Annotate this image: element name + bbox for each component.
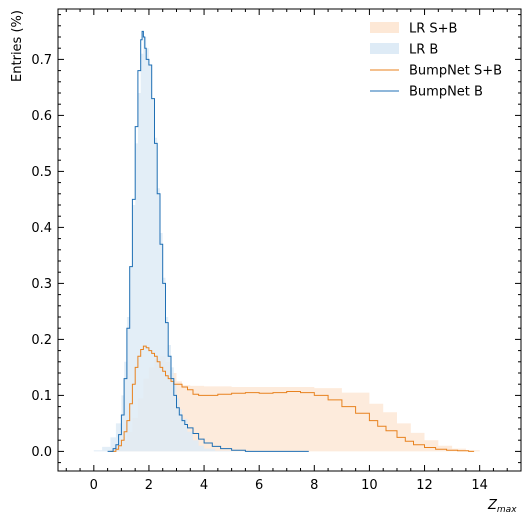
y-tick-label: 0.5 — [31, 165, 52, 180]
legend-label: LR S+B — [409, 22, 457, 37]
x-axis-label: Zmax — [487, 498, 517, 515]
legend-label: LR B — [409, 43, 438, 58]
legend-label: BumpNet S+B — [409, 64, 502, 79]
legend-swatch — [370, 43, 399, 54]
legend-item-lr-b: LR B — [370, 43, 438, 58]
x-tick-label: 10 — [361, 478, 378, 493]
x-tick-label: 14 — [471, 478, 488, 493]
x-axis-label-main: Z — [487, 498, 498, 513]
y-tick-label: 0.6 — [31, 109, 52, 124]
legend-item-bumpnet-s-b: BumpNet S+B — [370, 64, 502, 79]
series-bumpnet-s-b — [110, 345, 475, 452]
series-bumpnet-s-b-line — [110, 345, 475, 452]
legend: LR S+B LR B BumpNet S+B BumpNet B — [370, 22, 502, 100]
y-tick-label: 0.4 — [31, 221, 52, 236]
series-bumpnet-b-line — [107, 30, 309, 452]
y-tick-label: 0.3 — [31, 277, 52, 292]
legend-item-lr-s-b: LR S+B — [370, 22, 457, 37]
plot-frame — [57, 8, 522, 472]
x-tick-label: 12 — [416, 478, 433, 493]
y-tick-label: 0.2 — [31, 333, 52, 348]
legend-swatch — [370, 22, 399, 33]
x-tick-label: 0 — [90, 478, 98, 493]
y-tick-label: 0.0 — [31, 445, 52, 460]
tick-layer: 0 2 4 6 8 10 12 14 0.0 0.1 0.2 0.3 0.4 0.5 0.6 0.7 — [31, 9, 522, 493]
y-tick-label: 0.7 — [31, 53, 52, 68]
x-tick-label: 6 — [255, 478, 263, 493]
series-layer — [80, 30, 500, 452]
x-tick-label: 2 — [145, 478, 153, 493]
legend-item-bumpnet-b: BumpNet B — [370, 85, 483, 100]
series-lr-b — [80, 37, 232, 452]
x-tick-label: 4 — [200, 478, 208, 493]
x-axis-label-subscript: max — [497, 505, 517, 515]
y-tick-label: 0.1 — [31, 389, 52, 404]
x-tick-label: 8 — [310, 478, 318, 493]
y-axis-label: Entries (%) — [10, 10, 25, 82]
series-bumpnet-b — [107, 30, 309, 452]
series-lr-b-area — [80, 37, 232, 452]
legend-label: BumpNet B — [409, 85, 483, 100]
